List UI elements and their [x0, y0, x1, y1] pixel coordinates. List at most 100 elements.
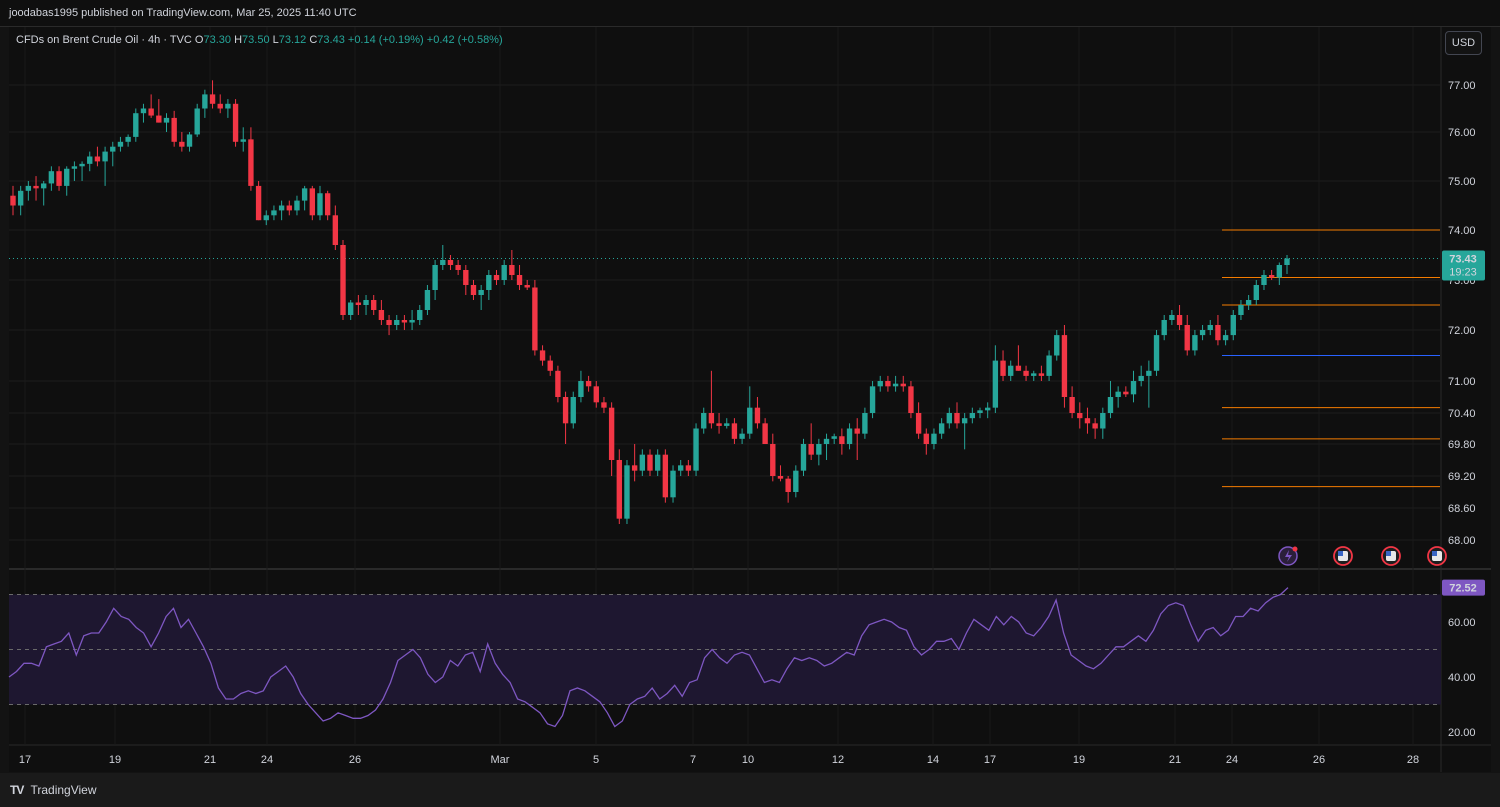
candle [179, 132, 185, 152]
candle [854, 418, 860, 460]
candle [225, 99, 231, 118]
candle-body [1230, 315, 1236, 336]
time-tick-label: 21 [1169, 754, 1181, 766]
candle-body [1222, 335, 1229, 341]
candle-body [340, 245, 346, 315]
rsi-tick-label: 40.00 [1448, 672, 1476, 684]
candle [1031, 370, 1037, 381]
candle [608, 402, 615, 476]
candle-body [417, 310, 423, 320]
candle [386, 315, 392, 336]
candle [670, 465, 676, 503]
candle [1215, 315, 1221, 346]
candle-body [685, 465, 692, 471]
rsi-last-value: 72.52 [1449, 583, 1477, 595]
candle-body [1199, 330, 1206, 336]
time-tick-label: 19 [109, 754, 121, 766]
candle-body [1054, 335, 1060, 356]
candle-body [440, 260, 446, 265]
candle-body [578, 381, 584, 397]
candle-body [278, 205, 285, 211]
candle [340, 240, 346, 320]
candle-body [777, 476, 784, 479]
price-tick-label: 75.00 [1448, 176, 1476, 188]
candle [938, 418, 945, 439]
candle [10, 185, 16, 216]
candle [424, 285, 431, 315]
candle-body [1115, 391, 1121, 397]
tradingview-brand[interactable]: TV TradingView [10, 783, 97, 797]
candle-body [1176, 315, 1183, 325]
candle-body [1268, 275, 1275, 278]
close-value: 73.43 [317, 34, 345, 46]
candle-body [1130, 381, 1137, 395]
candle [685, 460, 692, 476]
candle [1222, 330, 1229, 346]
candle [317, 185, 323, 221]
candle [946, 407, 952, 429]
candle [432, 260, 438, 300]
candle [1253, 280, 1259, 305]
candle [1138, 365, 1144, 387]
candle [470, 280, 477, 300]
candle [278, 200, 285, 221]
candle-body [324, 193, 331, 216]
candle-body [1284, 258, 1290, 265]
candle [232, 99, 239, 147]
candle-body [1184, 325, 1190, 351]
symbol-legend[interactable]: CFDs on Brent Crude Oil · 4h · TVC O73.3… [16, 34, 503, 46]
candle [969, 407, 976, 424]
time-tick-label: 14 [927, 754, 939, 766]
candle [693, 423, 699, 476]
candle-body [148, 108, 154, 116]
candle-body [179, 141, 185, 147]
candle-body [163, 117, 170, 123]
candle [1176, 305, 1183, 330]
candle [808, 423, 814, 460]
candle [25, 181, 32, 201]
candle-body [701, 413, 707, 429]
candle-body [501, 265, 507, 280]
candle-body [363, 300, 369, 305]
candle-body [931, 433, 937, 444]
candle-body [102, 151, 108, 162]
candle [1038, 365, 1045, 381]
candle-body [1215, 325, 1221, 341]
publish-info: joodabas1995 published on TradingView.co… [9, 7, 357, 19]
candle [240, 127, 246, 152]
candle-body [1100, 413, 1106, 429]
candle-body [355, 302, 362, 305]
low-value: 73.12 [278, 34, 307, 46]
candle [79, 161, 85, 181]
candle-body [41, 183, 47, 189]
candle [148, 94, 154, 118]
price-tick-label: 70.40 [1448, 408, 1476, 420]
candle-body [156, 115, 162, 123]
candle-body [793, 470, 799, 492]
candle-body [455, 265, 461, 270]
time-tick-label: 19 [1073, 754, 1085, 766]
currency-button[interactable]: USD [1445, 31, 1482, 55]
candle [977, 407, 983, 419]
candle [440, 245, 446, 270]
candle [110, 141, 116, 167]
candle [156, 99, 162, 123]
candle [509, 250, 515, 280]
candle [985, 402, 991, 419]
candle-body [1077, 413, 1083, 419]
tradingview-logo-icon: TV [10, 783, 24, 797]
candle [1023, 365, 1029, 381]
candle-body [1192, 335, 1198, 351]
candle-body [463, 270, 469, 285]
candle-body [831, 436, 837, 439]
candle [309, 185, 315, 221]
candle-body [708, 413, 715, 424]
price-tick-label: 77.00 [1448, 80, 1476, 92]
candle [394, 315, 400, 330]
candle-body [1061, 335, 1068, 397]
time-tick-label: 24 [1226, 754, 1238, 766]
candle [209, 80, 216, 109]
candle-body [332, 215, 339, 245]
candle-body [716, 423, 722, 426]
